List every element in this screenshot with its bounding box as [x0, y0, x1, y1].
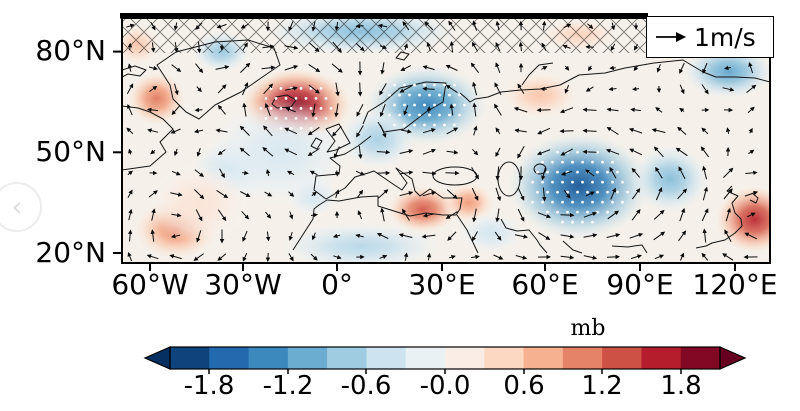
x-tick-label-30w: 30°W: [204, 268, 282, 301]
reference-arrow-icon: [656, 32, 686, 42]
reference-vector-legend: 1m/s: [646, 16, 774, 58]
significance-stippling-layer: [259, 83, 629, 224]
colorbar-ticks: [208, 369, 682, 374]
coast-arctic-asia: [459, 59, 770, 103]
x-tick-label-0: 0°: [321, 268, 353, 301]
reference-vector-label: 1m/s: [694, 22, 756, 52]
coast-arabia: [500, 218, 548, 254]
coast-korea: [749, 192, 759, 204]
coast-britain: [325, 123, 351, 153]
coast-bengal: [611, 244, 648, 254]
x-tick-label-90e: 90°E: [606, 268, 674, 301]
coast-svalbard: [395, 51, 410, 61]
colorbar-tick-label: -1.8: [183, 371, 235, 401]
y-tick-label-50n: 50°N: [35, 135, 106, 168]
colorbar-tick-label: 0.6: [503, 371, 545, 401]
map-top-border: [120, 13, 648, 19]
coast-novaya-zemlya: [521, 62, 554, 86]
y-tick-label-20n: 20°N: [35, 236, 106, 269]
coast-ireland: [310, 137, 323, 150]
colorbar-units-label: mb: [570, 316, 606, 341]
colorbar-tick-label: -0.6: [340, 371, 392, 401]
coast-aral-sea: [533, 163, 547, 175]
coast-scandinavia: [362, 81, 447, 133]
wind-vector-layer: [126, 20, 759, 262]
colorbar-tick-label: -0.0: [419, 371, 471, 401]
y-tick-label-80n: 80°N: [35, 34, 106, 67]
colorbar-tick-label: 1.8: [660, 371, 702, 401]
colorbar-tick-label: 1.2: [581, 371, 623, 401]
x-tick-label-60e: 60°E: [511, 268, 579, 301]
axis-ticks: [113, 50, 736, 271]
coast-india-west: [562, 240, 583, 254]
previous-arrow-button[interactable]: ‹: [0, 182, 42, 232]
chevron-left-icon: ‹: [11, 190, 23, 223]
coast-china: [695, 185, 743, 249]
coast-north-america: [122, 105, 174, 171]
colorbar-tick-label: -1.2: [262, 371, 314, 401]
x-tick-label-120e: 120°E: [692, 268, 778, 301]
x-tick-label-60w: 60°W: [111, 268, 189, 301]
x-tick-label-30e: 30°E: [408, 268, 476, 301]
coast-arctic-canada: [122, 65, 147, 78]
coast-northwest-africa: [292, 199, 328, 251]
coast-red-sea: [456, 214, 479, 254]
colorbar: [143, 346, 747, 374]
colorbar-cells: [145, 347, 745, 369]
